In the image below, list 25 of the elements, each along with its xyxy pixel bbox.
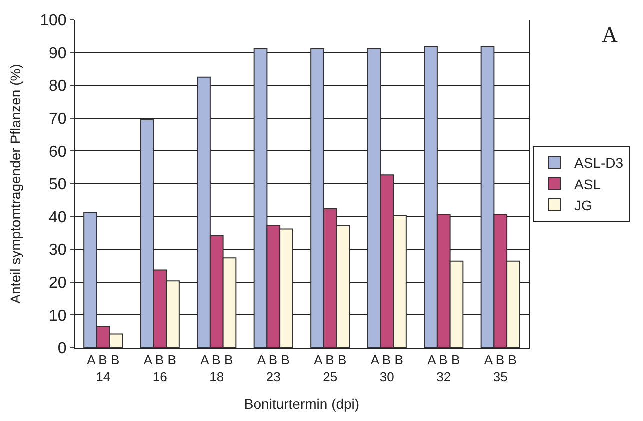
y-tick-label: 10: [49, 308, 67, 325]
legend-label: ASL: [574, 176, 602, 192]
y-tick-label: 80: [49, 78, 67, 96]
y-tick-label: 90: [49, 45, 67, 62]
y-tick-label: 40: [49, 209, 67, 226]
x-tick-label: A B B 14: [87, 352, 120, 384]
y-tick-label: 30: [49, 242, 67, 260]
y-tick-label: 60: [49, 144, 67, 161]
y-tick-label: 70: [49, 111, 67, 128]
y-axis-title: Anteil symptomtragender Pflanzen (%): [8, 64, 24, 304]
text: A: [602, 22, 618, 47]
y-tick-label: 100: [40, 12, 67, 30]
x-tick-label: A B B 30: [370, 352, 404, 384]
x-axis-title: Boniturtermin (dpi): [244, 396, 360, 412]
legend-label: JG: [574, 197, 592, 214]
legend-label: ASL-D3: [574, 155, 624, 172]
y-tick-label: 50: [49, 176, 67, 194]
x-tick-label: A B B 32: [428, 352, 460, 384]
x-tick-label: A B B 16: [144, 352, 176, 384]
x-tick-label: A B B 23: [257, 352, 290, 384]
y-tick-label: 0: [58, 340, 67, 358]
y-tick-label: 20: [49, 275, 67, 292]
x-tick-label: A B B 35: [484, 352, 517, 384]
x-tick-label: A B B 25: [314, 352, 347, 384]
x-tick-label: A B B 18: [200, 352, 234, 384]
